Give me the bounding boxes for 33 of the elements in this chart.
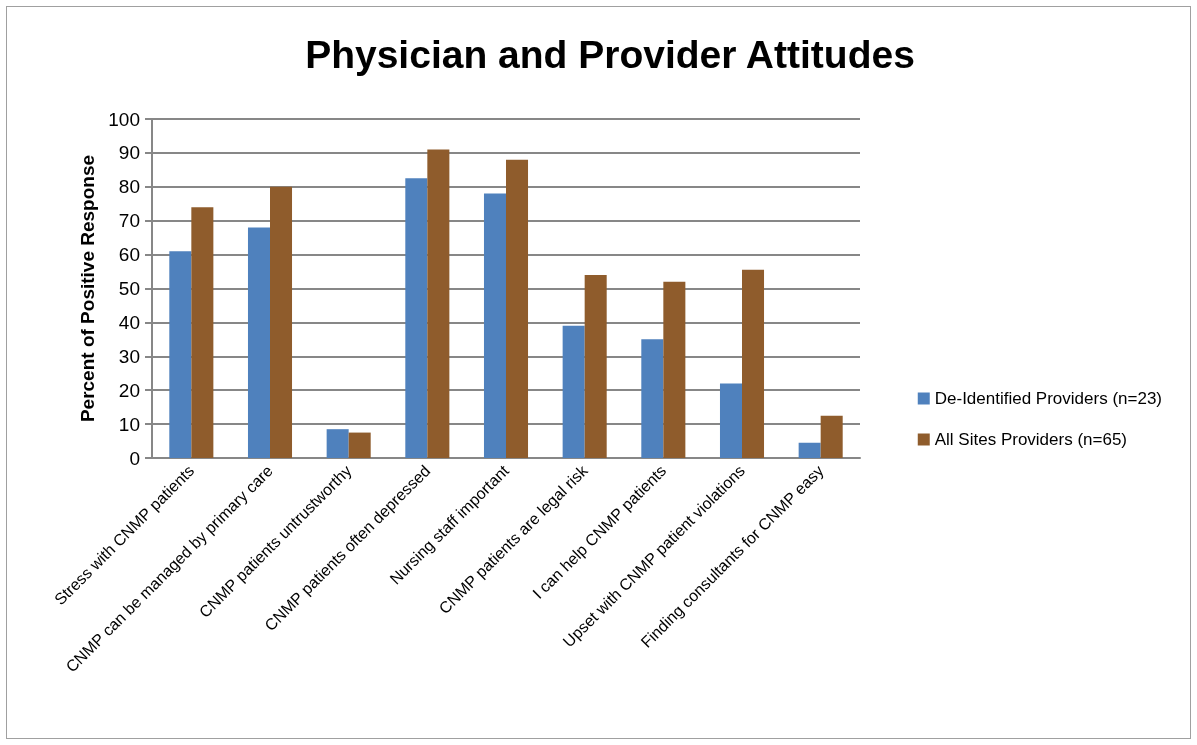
chart-title: Physician and Provider Attitudes: [305, 33, 915, 76]
y-tick-label: 0: [129, 447, 140, 469]
bar: [191, 207, 214, 458]
y-tick-label: 30: [118, 345, 140, 367]
bar: [326, 429, 349, 458]
y-tick-label: 40: [118, 311, 140, 333]
bar: [405, 178, 428, 458]
y-tick-label: 60: [118, 244, 140, 266]
y-tick-label: 10: [118, 413, 140, 435]
bar: [169, 251, 192, 458]
y-tick-label: 70: [118, 210, 140, 232]
y-tick-label: 50: [118, 278, 140, 299]
legend-label: All Sites Providers (n=65): [934, 430, 1128, 449]
bar: [663, 281, 686, 458]
legend-label: De-Identified Providers (n=23): [934, 389, 1163, 408]
bar: [506, 159, 529, 458]
y-tick-label: 90: [118, 142, 140, 164]
bar: [798, 442, 821, 458]
bar: [427, 149, 450, 458]
bar: [719, 383, 742, 458]
bar: [270, 186, 293, 458]
bar: [820, 415, 843, 458]
y-tick-label: 20: [118, 379, 140, 401]
bar: [247, 227, 270, 458]
y-tick-label: 80: [118, 176, 140, 198]
bar: [562, 325, 585, 458]
y-axis-title: Percent of Positive Response: [77, 154, 99, 423]
y-tick-label: 100: [108, 108, 140, 130]
bar: [641, 339, 664, 458]
bar: [742, 269, 765, 458]
bar: [584, 274, 607, 458]
bar: [483, 193, 506, 458]
bar: [348, 432, 371, 458]
